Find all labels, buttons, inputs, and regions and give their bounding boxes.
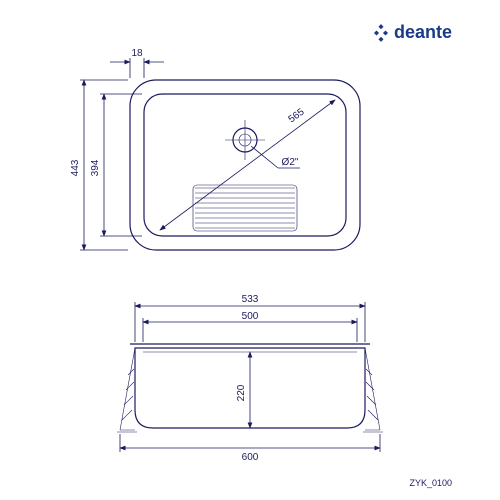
dim-500: 500 <box>143 311 357 342</box>
sink-inner-outline <box>144 94 346 236</box>
dim-565-label: 565 <box>287 106 307 125</box>
dim-18-label: 18 <box>131 48 143 59</box>
top-view: 18 443 394 565 Ø2" <box>70 48 360 250</box>
dim-inner-height: 394 <box>90 94 142 236</box>
brand-text: deante <box>394 22 452 43</box>
brand-icon <box>372 24 390 42</box>
washboard-ribs <box>193 185 297 231</box>
dim-220-label: 220 <box>236 384 247 401</box>
front-left-wing <box>117 348 137 432</box>
dim-600: 600 <box>120 434 380 463</box>
dim-533-label: 533 <box>242 294 259 305</box>
drain-label: Ø2" <box>282 157 299 168</box>
sink-outer-outline <box>130 80 360 250</box>
dim-diagonal: 565 <box>160 100 335 230</box>
dim-443-label: 443 <box>70 159 81 176</box>
front-view: 533 500 220 600 <box>117 294 383 463</box>
front-right-wing <box>363 348 383 432</box>
dim-wall-offset: 18 <box>110 48 164 78</box>
dim-394-label: 394 <box>90 159 101 176</box>
brand-logo: deante <box>372 22 452 43</box>
dim-500-label: 500 <box>242 311 259 322</box>
model-code: ZYK_0100 <box>409 478 452 488</box>
dim-600-label: 600 <box>242 452 259 463</box>
dim-220: 220 <box>236 352 250 428</box>
technical-drawing: 18 443 394 565 Ø2" <box>0 0 500 500</box>
